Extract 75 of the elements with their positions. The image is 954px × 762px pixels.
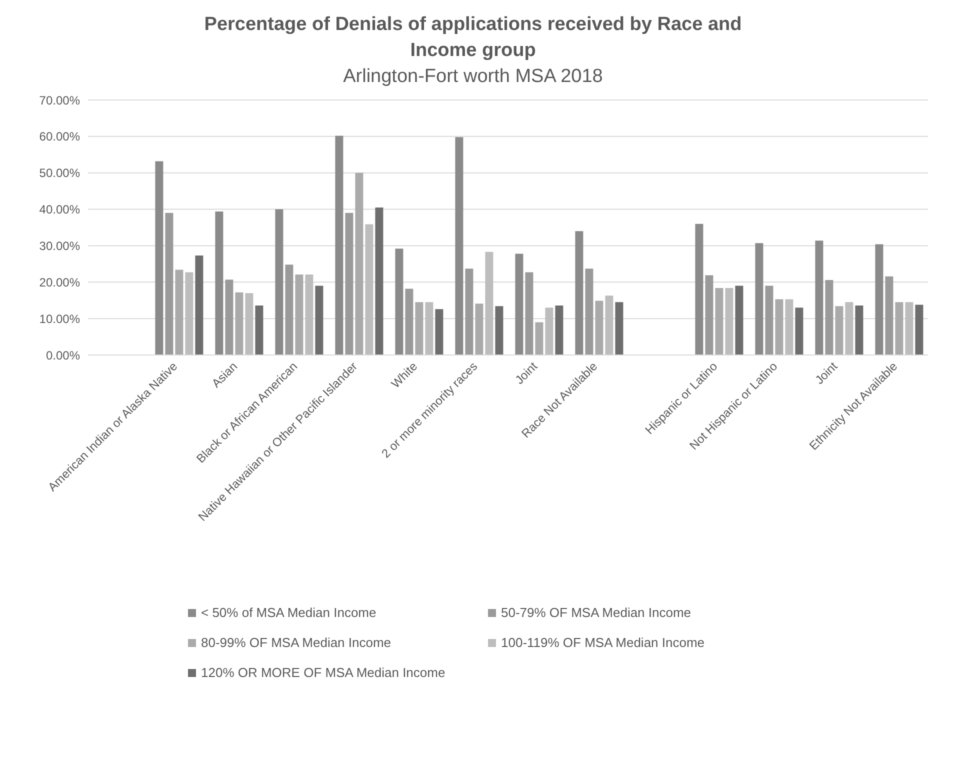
- bar: [355, 172, 364, 355]
- bar: [475, 304, 484, 355]
- bar: [415, 302, 424, 355]
- bar: [405, 288, 414, 355]
- bar: [345, 212, 354, 355]
- y-tick-label: 20.00%: [39, 275, 80, 290]
- legend-label: 100-119% OF MSA Median Income: [501, 634, 705, 652]
- bar: [725, 288, 734, 355]
- bar: [835, 306, 844, 355]
- bar: [285, 264, 294, 355]
- bar: [335, 136, 344, 355]
- bar: [225, 280, 234, 355]
- bar: [425, 302, 434, 355]
- bar: [315, 286, 324, 355]
- bar: [175, 270, 184, 355]
- bar: [155, 161, 164, 355]
- bar: [495, 306, 504, 355]
- bar: [595, 300, 604, 355]
- bar: [755, 243, 764, 355]
- bar: [195, 256, 204, 355]
- bar: [915, 304, 924, 355]
- bar: [215, 211, 224, 355]
- bar: [275, 209, 284, 355]
- bar: [485, 252, 494, 355]
- y-tick-label: 10.00%: [39, 312, 80, 326]
- bar: [615, 302, 624, 355]
- bar: [575, 231, 584, 355]
- bar: [375, 207, 384, 355]
- bar: [605, 296, 614, 355]
- legend-label: 50-79% OF MSA Median Income: [501, 604, 692, 622]
- y-tick-label: 60.00%: [39, 130, 80, 144]
- y-tick-label: 70.00%: [39, 93, 80, 108]
- legend-label: < 50% of MSA Median Income: [201, 604, 376, 622]
- bar: [245, 293, 254, 355]
- bar: [875, 244, 884, 355]
- chart-title: Percentage of Denials of applications received by Race and Income group: [203, 13, 743, 63]
- bar: [255, 305, 264, 355]
- bar: [885, 276, 894, 355]
- bar: [735, 286, 744, 355]
- bar: [585, 268, 594, 355]
- bar: [715, 288, 724, 355]
- bar: [845, 302, 854, 355]
- bar: [185, 272, 194, 355]
- bar: [235, 292, 244, 355]
- bar: [455, 137, 464, 355]
- bar: [895, 302, 904, 355]
- legend-label: 120% OR MORE OF MSA Median Income: [201, 664, 446, 682]
- bar: [545, 308, 554, 355]
- bar: [815, 240, 824, 355]
- bar: [465, 268, 474, 355]
- bar: [295, 274, 304, 355]
- bar: [775, 299, 784, 355]
- bar: [855, 305, 864, 355]
- bar: [365, 224, 374, 355]
- bar: [765, 286, 774, 355]
- bar: [535, 322, 544, 355]
- bar: [555, 305, 564, 355]
- bar: [395, 248, 404, 355]
- y-tick-label: 40.00%: [39, 202, 80, 217]
- bar: [165, 212, 174, 355]
- bar: [305, 274, 314, 355]
- bar: [705, 275, 714, 355]
- bar: [435, 309, 444, 355]
- y-tick-label: 50.00%: [39, 166, 80, 180]
- y-tick-label: 0.00%: [46, 348, 80, 362]
- chart-subtitle: Arlington-Fort worth MSA 2018: [342, 66, 604, 88]
- bar: [525, 272, 534, 355]
- bar: [785, 299, 794, 355]
- y-tick-label: 30.00%: [39, 238, 80, 253]
- legend-label: 80-99% OF MSA Median Income: [201, 634, 392, 652]
- bar: [825, 280, 834, 355]
- bar: [515, 254, 524, 355]
- bar: [905, 302, 914, 355]
- bar: [695, 224, 704, 355]
- bar: [795, 308, 804, 355]
